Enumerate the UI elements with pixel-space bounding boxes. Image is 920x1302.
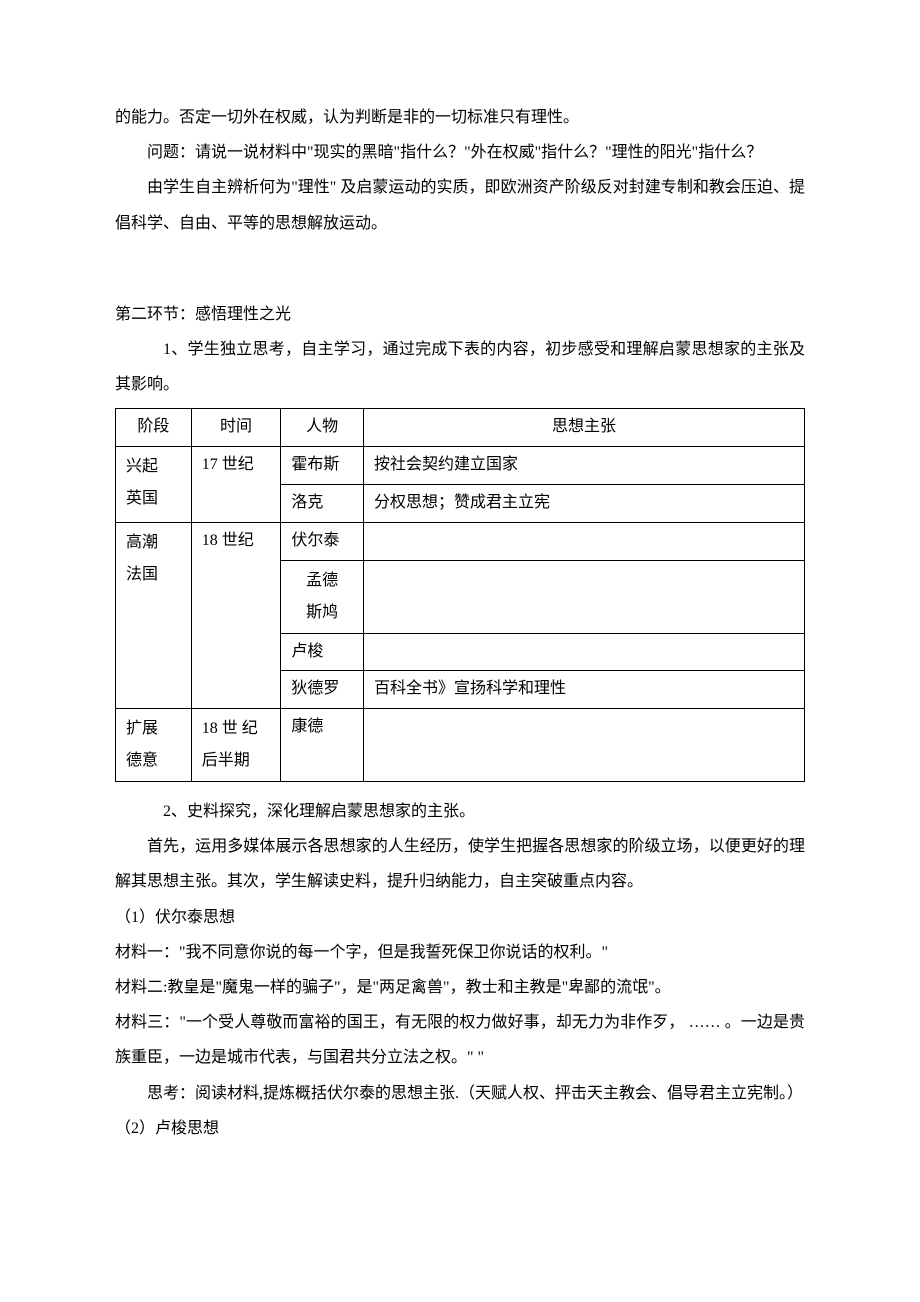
table-row: 兴起英国 17 世纪 霍布斯 按社会契约建立国家 (116, 447, 805, 485)
cell-person: 霍布斯 (281, 447, 364, 485)
cell-idea (364, 633, 805, 671)
cell-time: 18 世纪 (191, 522, 281, 708)
cell-person: 康德 (281, 709, 364, 782)
cell-idea: 按社会契约建立国家 (364, 447, 805, 485)
table-row: 高潮法国 18 世纪 伏尔泰 (116, 522, 805, 560)
subtopic-2-title: （2）卢梭思想 (115, 1111, 805, 1146)
cell-person: 洛克 (281, 484, 364, 522)
cell-idea: 分权思想；赞成君主立宪 (364, 484, 805, 522)
material-1: 材料一："我不同意你说的每一个字，但是我誓死保卫你说话的权利。" (115, 935, 805, 970)
table-row: 扩展德意 18 世 纪后半期 康德 (116, 709, 805, 782)
cell-person: 卢梭 (281, 633, 364, 671)
after-table-p1: 首先，运用多媒体展示各思想家的人生经历，使学生把握各思想家的阶级立场，以便更好的… (115, 829, 805, 899)
section-2-item-1: 1、学生独立思考，自主学习，通过完成下表的内容，初步感受和理解启蒙思想家的主张及… (115, 332, 805, 402)
cell-idea (364, 709, 805, 782)
section-2-title: 第二环节：感悟理性之光 (115, 297, 805, 332)
cell-person: 孟德斯鸠 (281, 560, 364, 633)
paragraph-question: 问题：请说一说材料中"现实的黑暗"指什么？"外在权威"指什么？"理性的阳光"指什… (115, 135, 805, 170)
paragraph-analysis: 由学生自主辨析何为"理性" 及启蒙运动的实质，即欧洲资产阶级反对封建专制和教会压… (115, 170, 805, 240)
header-time: 时间 (191, 409, 281, 447)
header-person: 人物 (281, 409, 364, 447)
cell-stage: 扩展德意 (116, 709, 192, 782)
table-header-row: 阶段 时间 人物 思想主张 (116, 409, 805, 447)
subtopic-1-title: （1）伏尔泰思想 (115, 900, 805, 935)
header-stage: 阶段 (116, 409, 192, 447)
cell-time: 18 世 纪后半期 (191, 709, 281, 782)
cell-stage: 兴起英国 (116, 447, 192, 523)
paragraph-intro-1: 的能力。否定一切外在权威，认为判断是非的一切标准只有理性。 (115, 100, 805, 135)
section-2-item-2: 2、史料探究，深化理解启蒙思想家的主张。 (115, 794, 805, 829)
cell-person: 伏尔泰 (281, 522, 364, 560)
cell-time: 17 世纪 (191, 447, 281, 523)
cell-idea (364, 522, 805, 560)
thinking-prompt: 思考：阅读材料,提炼概括伏尔泰的思想主张.（天赋人权、抨击天主教会、倡导君主立宪… (115, 1076, 805, 1111)
cell-stage: 高潮法国 (116, 522, 192, 708)
cell-idea (364, 560, 805, 633)
material-2: 材料二:教皇是"魔鬼一样的骗子"，是"两足禽兽"，教士和主教是"卑鄙的流氓"。 (115, 970, 805, 1005)
thinkers-table: 阶段 时间 人物 思想主张 兴起英国 17 世纪 霍布斯 按社会契约建立国家 洛… (115, 408, 805, 782)
header-idea: 思想主张 (364, 409, 805, 447)
cell-idea: 百科全书》宣扬科学和理性 (364, 671, 805, 709)
material-3: 材料三："一个受人尊敬而富裕的国王，有无限的权力做好事，却无力为非作歹， …… … (115, 1005, 805, 1075)
cell-person: 狄德罗 (281, 671, 364, 709)
